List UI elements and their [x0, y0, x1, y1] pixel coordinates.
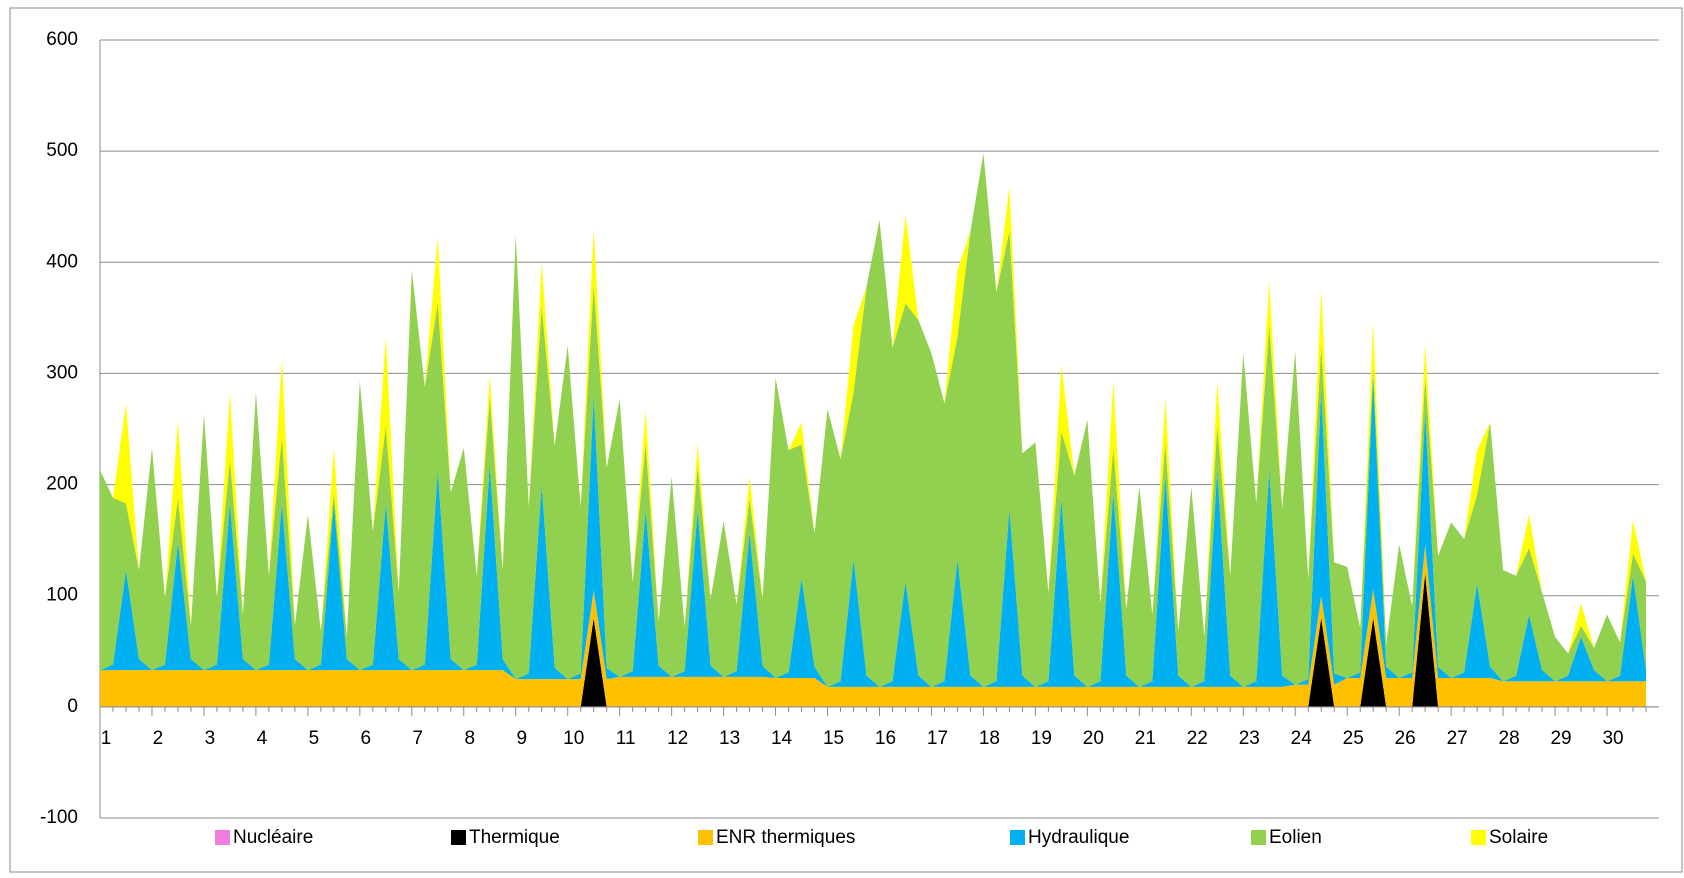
legend-swatch: [451, 830, 466, 845]
x-tick-label: 5: [309, 728, 320, 749]
x-tick-label: 21: [1135, 728, 1156, 749]
x-tick-label: 30: [1602, 728, 1623, 749]
x-tick-label: 2: [153, 728, 164, 749]
x-tick-label: 7: [413, 728, 424, 749]
legend-swatch: [1471, 830, 1486, 845]
y-tick-label: 600: [46, 29, 78, 50]
legend-label: ENR thermiques: [716, 827, 855, 848]
y-tick-label: 0: [67, 696, 78, 717]
x-tick-label: 26: [1395, 728, 1416, 749]
x-tick-label: 8: [464, 728, 475, 749]
x-tick-label: 12: [667, 728, 688, 749]
y-tick-label: 200: [46, 474, 78, 495]
x-tick-label: 18: [979, 728, 1000, 749]
area: [100, 153, 1647, 687]
x-tick-label: 28: [1499, 728, 1520, 749]
legend-swatch: [1010, 830, 1025, 845]
x-tick-label: 4: [257, 728, 268, 749]
legend-label: Eolien: [1269, 827, 1322, 848]
legend-label: Solaire: [1489, 827, 1548, 848]
y-tick-label: 500: [46, 140, 78, 161]
x-tick-label: 23: [1239, 728, 1260, 749]
x-tick-label: 17: [927, 728, 948, 749]
legend-label: Hydraulique: [1028, 827, 1129, 848]
y-tick-label: 300: [46, 362, 78, 383]
x-tick-label: 22: [1187, 728, 1208, 749]
legend-label: Thermique: [469, 827, 560, 848]
x-tick-label: 6: [361, 728, 372, 749]
legend-swatch: [215, 830, 230, 845]
x-tick-label: 20: [1083, 728, 1104, 749]
x-tick-label: 25: [1343, 728, 1364, 749]
area: [100, 544, 1647, 707]
legend-swatch: [698, 830, 713, 845]
x-tick-label: 10: [563, 728, 584, 749]
x-tick-label: 9: [516, 728, 527, 749]
x-tick-label: 29: [1550, 728, 1571, 749]
legend-label: Nucléaire: [233, 827, 313, 848]
x-tick-label: 15: [823, 728, 844, 749]
x-tick-label: 19: [1031, 728, 1052, 749]
y-tick-label: -100: [40, 807, 78, 828]
area: [100, 377, 1647, 687]
x-tick-label: 1: [101, 728, 112, 749]
x-tick-label: 11: [616, 728, 636, 749]
x-tick-label: 27: [1447, 728, 1468, 749]
x-tick-label: 3: [205, 728, 216, 749]
x-tick-label: 24: [1291, 728, 1313, 749]
y-tick-label: 100: [46, 585, 78, 606]
x-tick-label: 14: [771, 728, 793, 749]
y-tick-label: 400: [46, 251, 78, 272]
x-tick-label: 13: [719, 728, 740, 749]
x-tick-label: 16: [875, 728, 896, 749]
legend-swatch: [1251, 830, 1266, 845]
